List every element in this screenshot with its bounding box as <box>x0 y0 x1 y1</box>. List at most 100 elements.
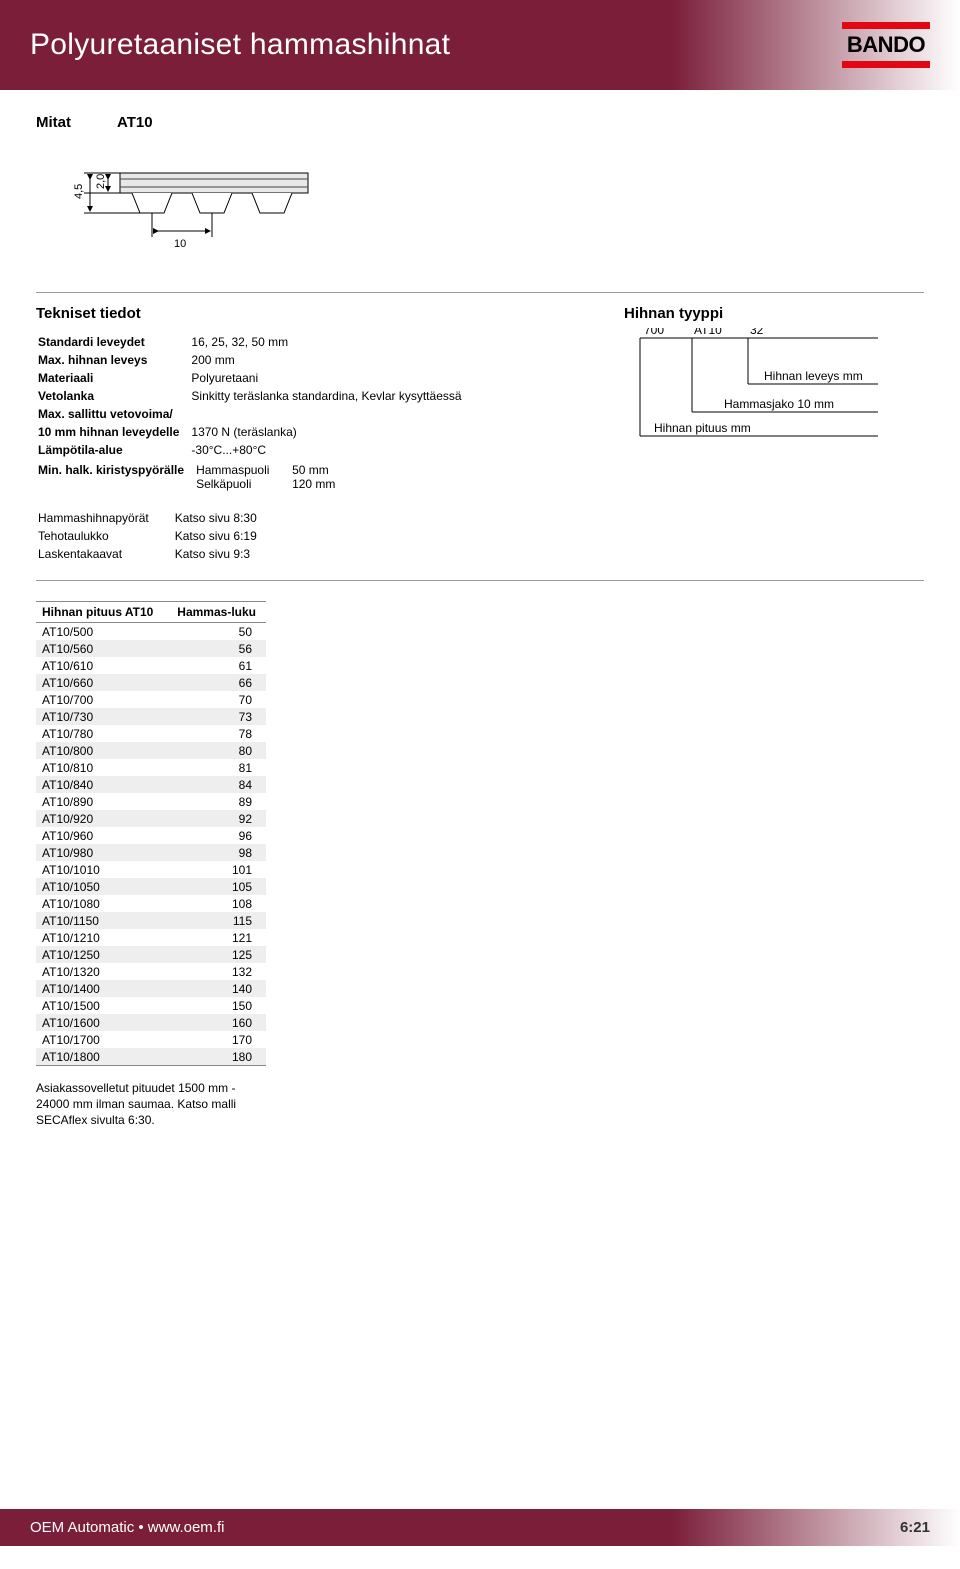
logo-bar-bottom <box>842 61 930 68</box>
length-table: Hihnan pituus AT10 Hammas-luku AT10/5005… <box>36 601 266 1066</box>
spec-value: Polyuretaani <box>191 370 461 386</box>
table-row: AT10/92092 <box>36 810 266 827</box>
table-row: AT10/78078 <box>36 725 266 742</box>
table-row: AT10/1250125 <box>36 946 266 963</box>
cell-teeth: 92 <box>163 810 266 827</box>
table-row: AT10/80080 <box>36 742 266 759</box>
cell-teeth: 140 <box>163 980 266 997</box>
ref-label: Laskentakaavat <box>38 546 173 562</box>
divider <box>36 292 924 293</box>
logo-text: BANDO <box>847 32 925 58</box>
cell-length: AT10/1500 <box>36 997 163 1014</box>
table-row: AT10/96096 <box>36 827 266 844</box>
spec-label: Standardi leveydet <box>38 334 189 350</box>
table-row: AT10/1150115 <box>36 912 266 929</box>
cell-length: AT10/1210 <box>36 929 163 946</box>
type-l3: Hihnan pituus mm <box>654 421 751 435</box>
table-row: AT10/84084 <box>36 776 266 793</box>
table-row: AT10/98098 <box>36 844 266 861</box>
cell-length: AT10/1600 <box>36 1014 163 1031</box>
cell-teeth: 96 <box>163 827 266 844</box>
logo-bar-top <box>842 22 930 29</box>
table-row: AT10/73073 <box>36 708 266 725</box>
spec-label: Max. sallittu vetovoima/ <box>38 406 189 422</box>
spec-label: Lämpötila-alue <box>38 442 189 458</box>
hihnan-tyyppi-title: Hihnan tyyppi <box>624 305 924 322</box>
cell-length: AT10/1080 <box>36 895 163 912</box>
table-row: AT10/61061 <box>36 657 266 674</box>
cell-length: AT10/700 <box>36 691 163 708</box>
col-teeth: Hammas-luku <box>163 602 266 623</box>
cell-teeth: 50 <box>163 623 266 641</box>
col-length: Hihnan pituus AT10 <box>36 602 163 623</box>
table-row: AT10/56056 <box>36 640 266 657</box>
cell-teeth: 81 <box>163 759 266 776</box>
cell-length: AT10/1800 <box>36 1048 163 1066</box>
model-label: AT10 <box>117 114 153 131</box>
cell-teeth: 108 <box>163 895 266 912</box>
cell-teeth: 98 <box>163 844 266 861</box>
cell-length: AT10/800 <box>36 742 163 759</box>
cell-teeth: 160 <box>163 1014 266 1031</box>
type-l1: Hihnan leveys mm <box>764 369 863 383</box>
dim-pitch: 10 <box>174 238 186 250</box>
cell-length: AT10/1050 <box>36 878 163 895</box>
dim-2-0: 2,0 <box>95 174 107 189</box>
cell-length: AT10/780 <box>36 725 163 742</box>
cell-teeth: 101 <box>163 861 266 878</box>
cell-teeth: 105 <box>163 878 266 895</box>
cell-teeth: 66 <box>163 674 266 691</box>
cell-teeth: 73 <box>163 708 266 725</box>
table-row: AT10/50050 <box>36 623 266 641</box>
spec-label: Materiaali <box>38 370 189 386</box>
footer: OEM Automatic • www.oem.fi 6:21 <box>0 1509 960 1546</box>
hammaspuoli-label: Hammaspuoli <box>196 463 292 477</box>
cell-teeth: 70 <box>163 691 266 708</box>
page-title: Polyuretaaniset hammashihnat <box>30 28 450 62</box>
table-row: AT10/66066 <box>36 674 266 691</box>
spec-label: Max. hihnan leveys <box>38 352 189 368</box>
ref-value: Katso sivu 9:3 <box>175 546 257 562</box>
table-row: AT10/89089 <box>36 793 266 810</box>
cell-teeth: 121 <box>163 929 266 946</box>
footer-right: 6:21 <box>900 1519 930 1536</box>
table-row: AT10/1320132 <box>36 963 266 980</box>
type-diagram: 700 AT10 32 Hihnan leveys mm Hammasjako … <box>624 328 894 456</box>
table-row: AT10/1500150 <box>36 997 266 1014</box>
ref-value: Katso sivu 8:30 <box>175 510 257 526</box>
spec-value <box>191 406 461 422</box>
selkapuoli-value: 120 mm <box>292 477 335 491</box>
cell-length: AT10/890 <box>36 793 163 810</box>
content: Mitat AT10 4,5 2,0 10 Teknis <box>0 90 960 1129</box>
divider-2 <box>36 580 924 581</box>
cell-length: AT10/1400 <box>36 980 163 997</box>
cell-length: AT10/1250 <box>36 946 163 963</box>
cell-teeth: 61 <box>163 657 266 674</box>
cell-length: AT10/610 <box>36 657 163 674</box>
cell-teeth: 80 <box>163 742 266 759</box>
cell-teeth: 170 <box>163 1031 266 1048</box>
cell-length: AT10/1150 <box>36 912 163 929</box>
min-halk-row: Min. halk. kiristyspyörälle Hammaspuoli5… <box>36 460 337 494</box>
spec-value: Sinkitty teräslanka standardina, Kevlar … <box>191 388 461 404</box>
cell-length: AT10/960 <box>36 827 163 844</box>
hammaspuoli-value: 50 mm <box>292 463 329 477</box>
cell-teeth: 56 <box>163 640 266 657</box>
spec-value: -30°C...+80°C <box>191 442 461 458</box>
selkapuoli-label: Selkäpuoli <box>196 477 292 491</box>
section-mitat: Mitat <box>36 114 71 131</box>
spec-value: 16, 25, 32, 50 mm <box>191 334 461 350</box>
references-table: HammashihnapyörätKatso sivu 8:30Tehotaul… <box>36 508 259 564</box>
ref-label: Hammashihnapyörät <box>38 510 173 526</box>
table-row: AT10/1050105 <box>36 878 266 895</box>
table-row: AT10/70070 <box>36 691 266 708</box>
cell-teeth: 115 <box>163 912 266 929</box>
header-band: Polyuretaaniset hammashihnat BANDO <box>0 0 960 90</box>
cell-teeth: 89 <box>163 793 266 810</box>
cell-length: AT10/500 <box>36 623 163 641</box>
table-row: AT10/1800180 <box>36 1048 266 1066</box>
note-text: Asiakassovelletut pituudet 1500 mm - 240… <box>36 1080 266 1129</box>
cell-teeth: 84 <box>163 776 266 793</box>
brand-logo: BANDO <box>842 22 930 68</box>
table-row: AT10/81081 <box>36 759 266 776</box>
